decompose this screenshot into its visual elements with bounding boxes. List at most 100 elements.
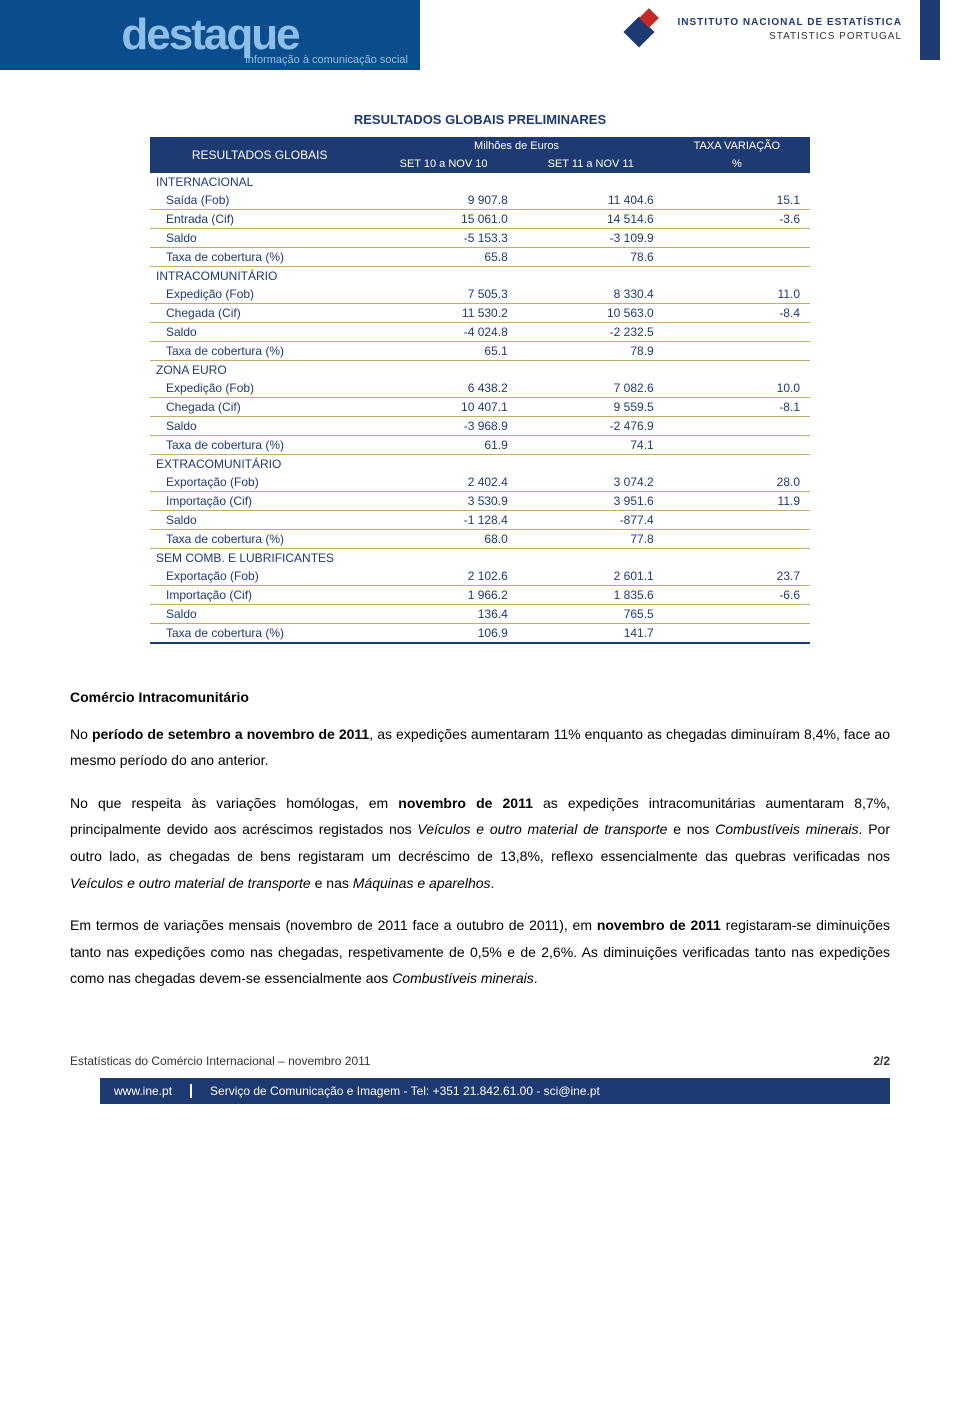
row-value [664, 229, 810, 248]
table-header-row-1: RESULTADOS GLOBAIS Milhões de Euros TAXA… [150, 137, 810, 155]
row-value: 11.0 [664, 285, 810, 304]
row-value: 765.5 [518, 605, 664, 624]
row-label: Saldo [150, 229, 369, 248]
row-value: 15 061.0 [369, 210, 517, 229]
row-value: 7 505.3 [369, 285, 517, 304]
footer-bar: www.ine.pt Serviço de Comunicação e Imag… [100, 1078, 890, 1104]
row-value: 7 082.6 [518, 379, 664, 398]
results-table-wrap: RESULTADOS GLOBAIS PRELIMINARES RESULTAD… [150, 108, 810, 644]
row-value: 10 563.0 [518, 304, 664, 323]
row-value [664, 436, 810, 455]
row-value: 68.0 [369, 530, 517, 549]
row-value: 65.8 [369, 248, 517, 267]
table-row: Chegada (Cif)10 407.19 559.5-8.1 [150, 398, 810, 417]
row-value: 28.0 [664, 473, 810, 492]
table-row: Saldo136.4765.5 [150, 605, 810, 624]
destaque-logo: destaque informação à comunicação social [0, 0, 420, 70]
ine-line1: INSTITUTO NACIONAL DE ESTATÍSTICA [678, 16, 902, 30]
table-row: Importação (Cif)3 530.93 951.611.9 [150, 492, 810, 511]
footer-site: www.ine.pt [114, 1084, 192, 1098]
paragraph-2: No que respeita às variações homólogas, … [70, 790, 890, 896]
row-value: -5 153.3 [369, 229, 517, 248]
row-value [664, 342, 810, 361]
row-value [664, 530, 810, 549]
row-value: 2 102.6 [369, 567, 517, 586]
row-label: Exportação (Fob) [150, 567, 369, 586]
col-h1: SET 10 a NOV 10 [369, 155, 517, 173]
row-value: -6.6 [664, 586, 810, 605]
row-value: 77.8 [518, 530, 664, 549]
table-row: Chegada (Cif)11 530.210 563.0-8.4 [150, 304, 810, 323]
col-millions: Milhões de Euros [369, 137, 663, 155]
page-footer: Estatísticas do Comércio Internacional –… [0, 1048, 960, 1104]
paragraph-3: Em termos de variações mensais (novembro… [70, 912, 890, 992]
table-row: Saldo-5 153.3-3 109.9 [150, 229, 810, 248]
row-label: Expedição (Fob) [150, 379, 369, 398]
table-row: Saldo-3 968.9-2 476.9 [150, 417, 810, 436]
table-row: Taxa de cobertura (%)68.077.8 [150, 530, 810, 549]
row-label: Taxa de cobertura (%) [150, 248, 369, 267]
table-row: Saldo-1 128.4-877.4 [150, 511, 810, 530]
footer-citation: Estatísticas do Comércio Internacional –… [70, 1054, 371, 1068]
row-value: 78.6 [518, 248, 664, 267]
row-value: 10 407.1 [369, 398, 517, 417]
table-row: Taxa de cobertura (%)65.178.9 [150, 342, 810, 361]
col-h2: SET 11 a NOV 11 [518, 155, 664, 173]
row-label: Saída (Fob) [150, 191, 369, 210]
row-label: Chegada (Cif) [150, 398, 369, 417]
row-value [664, 511, 810, 530]
main-content: RESULTADOS GLOBAIS PRELIMINARES RESULTAD… [0, 78, 960, 664]
row-value: 23.7 [664, 567, 810, 586]
row-value: -3 109.9 [518, 229, 664, 248]
row-value: -877.4 [518, 511, 664, 530]
row-value: 10.0 [664, 379, 810, 398]
row-value: 1 966.2 [369, 586, 517, 605]
row-value: 141.7 [518, 624, 664, 644]
results-table: RESULTADOS GLOBAIS Milhões de Euros TAXA… [150, 137, 810, 644]
footer-page: 2/2 [873, 1054, 890, 1068]
footer-citation-row: Estatísticas do Comércio Internacional –… [40, 1048, 920, 1074]
row-value: 61.9 [369, 436, 517, 455]
row-value: 106.9 [369, 624, 517, 644]
table-row: Expedição (Fob)7 505.38 330.411.0 [150, 285, 810, 304]
ine-text: INSTITUTO NACIONAL DE ESTATÍSTICA STATIS… [678, 16, 902, 44]
row-label: Taxa de cobertura (%) [150, 624, 369, 644]
row-value: 11 404.6 [518, 191, 664, 210]
table-title: RESULTADOS GLOBAIS PRELIMINARES [150, 108, 810, 137]
row-value: 9 907.8 [369, 191, 517, 210]
table-row: Importação (Cif)1 966.21 835.6-6.6 [150, 586, 810, 605]
row-value [664, 248, 810, 267]
col-h3: % [664, 155, 810, 173]
row-value [664, 605, 810, 624]
row-value: 65.1 [369, 342, 517, 361]
row-value: 8 330.4 [518, 285, 664, 304]
table-row: Exportação (Fob)2 402.43 074.228.0 [150, 473, 810, 492]
row-label: Taxa de cobertura (%) [150, 342, 369, 361]
logo-word: destaque [121, 10, 298, 60]
table-row: Taxa de cobertura (%)65.878.6 [150, 248, 810, 267]
row-label: Taxa de cobertura (%) [150, 436, 369, 455]
row-label: Saldo [150, 417, 369, 436]
row-value: -3 968.9 [369, 417, 517, 436]
row-value [664, 417, 810, 436]
row-value: 74.1 [518, 436, 664, 455]
table-row: Taxa de cobertura (%)106.9141.7 [150, 624, 810, 644]
row-value: 14 514.6 [518, 210, 664, 229]
table-row: Expedição (Fob)6 438.27 082.610.0 [150, 379, 810, 398]
body-text: Comércio Intracomunitário No período de … [0, 664, 960, 1048]
row-value: 136.4 [369, 605, 517, 624]
section-label: ZONA EURO [150, 361, 810, 380]
row-label: Exportação (Fob) [150, 473, 369, 492]
row-value: 1 835.6 [518, 586, 664, 605]
section-title: Comércio Intracomunitário [70, 684, 890, 711]
ine-line2: STATISTICS PORTUGAL [678, 30, 902, 44]
row-label: Importação (Cif) [150, 586, 369, 605]
section-label: SEM COMB. E LUBRIFICANTES [150, 549, 810, 568]
section-label: INTRACOMUNITÁRIO [150, 267, 810, 286]
table-row: Exportação (Fob)2 102.62 601.123.7 [150, 567, 810, 586]
section-label: EXTRACOMUNITÁRIO [150, 455, 810, 474]
row-label: Chegada (Cif) [150, 304, 369, 323]
page-header: destaque informação à comunicação social… [0, 0, 960, 78]
row-value: 15.1 [664, 191, 810, 210]
row-label: Saldo [150, 605, 369, 624]
